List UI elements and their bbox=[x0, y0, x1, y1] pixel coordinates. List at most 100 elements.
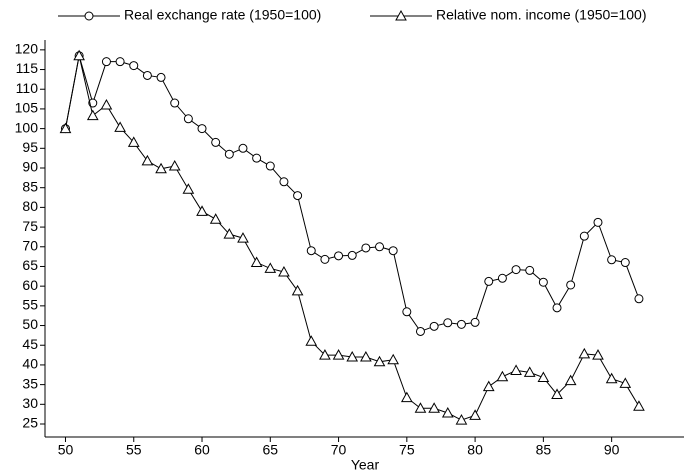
marker bbox=[400, 391, 413, 403]
marker bbox=[196, 205, 208, 216]
marker bbox=[170, 98, 180, 108]
y-tick-label: 25 bbox=[22, 415, 38, 431]
marker bbox=[250, 256, 263, 268]
marker bbox=[592, 349, 604, 360]
marker bbox=[141, 154, 154, 166]
y-tick-label: 40 bbox=[22, 356, 38, 372]
marker bbox=[607, 255, 617, 265]
marker bbox=[293, 191, 303, 201]
y-tick-label: 50 bbox=[22, 316, 38, 332]
marker bbox=[619, 377, 632, 388]
marker bbox=[375, 242, 385, 252]
legend-label: Real exchange rate (1950=100) bbox=[124, 7, 321, 23]
marker bbox=[523, 366, 536, 377]
marker bbox=[223, 228, 236, 239]
marker bbox=[319, 349, 331, 360]
y-tick-label: 120 bbox=[15, 41, 39, 57]
marker bbox=[101, 57, 111, 67]
y-tick-label: 30 bbox=[22, 395, 38, 411]
marker bbox=[373, 355, 386, 367]
marker bbox=[470, 317, 480, 327]
marker bbox=[482, 380, 495, 392]
y-tick-label: 80 bbox=[22, 198, 38, 214]
marker bbox=[100, 98, 113, 110]
marker bbox=[593, 217, 603, 227]
marker bbox=[114, 121, 126, 132]
marker bbox=[291, 284, 304, 296]
x-tick-label: 65 bbox=[262, 442, 278, 458]
marker bbox=[332, 349, 345, 360]
x-axis-label: Year bbox=[351, 457, 380, 473]
marker bbox=[579, 231, 589, 241]
marker bbox=[238, 143, 248, 153]
series-line bbox=[64, 55, 640, 333]
marker bbox=[361, 243, 371, 253]
marker bbox=[388, 246, 398, 256]
marker bbox=[156, 72, 166, 82]
marker bbox=[552, 303, 562, 313]
legend-label: Relative nom. income (1950=100) bbox=[436, 7, 647, 23]
y-tick-label: 105 bbox=[15, 100, 39, 116]
x-tick-label: 85 bbox=[536, 442, 552, 458]
marker bbox=[634, 294, 644, 304]
marker bbox=[252, 153, 262, 163]
y-tick-label: 60 bbox=[22, 277, 38, 293]
marker bbox=[84, 11, 94, 21]
marker bbox=[620, 258, 630, 268]
marker bbox=[360, 351, 372, 362]
marker bbox=[155, 162, 167, 174]
marker bbox=[346, 351, 359, 362]
marker bbox=[142, 70, 152, 80]
y-tick-label: 115 bbox=[16, 60, 39, 76]
marker bbox=[525, 265, 535, 275]
marker bbox=[511, 265, 521, 275]
y-tick-label: 100 bbox=[15, 119, 39, 135]
y-tick-label: 90 bbox=[22, 159, 38, 175]
marker bbox=[73, 49, 85, 61]
marker bbox=[211, 137, 221, 147]
y-tick-label: 85 bbox=[22, 178, 38, 194]
marker bbox=[168, 160, 181, 171]
marker bbox=[320, 254, 330, 264]
marker bbox=[551, 388, 563, 399]
marker bbox=[429, 321, 439, 331]
x-tick-label: 90 bbox=[604, 442, 620, 458]
marker bbox=[441, 406, 454, 418]
y-tick-label: 70 bbox=[22, 237, 38, 253]
y-tick-label: 35 bbox=[22, 375, 38, 391]
marker bbox=[183, 114, 193, 124]
marker bbox=[334, 251, 344, 261]
marker bbox=[566, 280, 576, 290]
x-tick-label: 60 bbox=[194, 442, 210, 458]
marker bbox=[564, 374, 577, 386]
marker bbox=[443, 318, 453, 328]
x-tick-label: 75 bbox=[399, 442, 415, 458]
marker bbox=[264, 262, 277, 273]
marker bbox=[182, 183, 195, 194]
marker bbox=[127, 136, 140, 147]
y-tick-label: 45 bbox=[22, 336, 38, 352]
marker bbox=[456, 319, 466, 329]
y-tick-label: 95 bbox=[22, 139, 38, 155]
marker bbox=[415, 326, 425, 336]
marker bbox=[224, 149, 234, 159]
x-tick-label: 70 bbox=[331, 442, 347, 458]
x-tick-label: 55 bbox=[126, 442, 142, 458]
y-tick-label: 110 bbox=[16, 80, 39, 96]
y-tick-label: 75 bbox=[22, 218, 38, 234]
marker bbox=[237, 232, 249, 243]
marker bbox=[484, 276, 494, 286]
marker bbox=[633, 400, 645, 411]
marker bbox=[115, 57, 125, 67]
marker bbox=[496, 370, 509, 382]
marker bbox=[605, 372, 618, 384]
marker bbox=[305, 335, 318, 346]
marker bbox=[469, 409, 481, 420]
marker bbox=[129, 61, 139, 71]
marker bbox=[537, 371, 550, 383]
marker bbox=[278, 265, 290, 277]
marker bbox=[197, 124, 207, 134]
marker bbox=[265, 161, 275, 171]
